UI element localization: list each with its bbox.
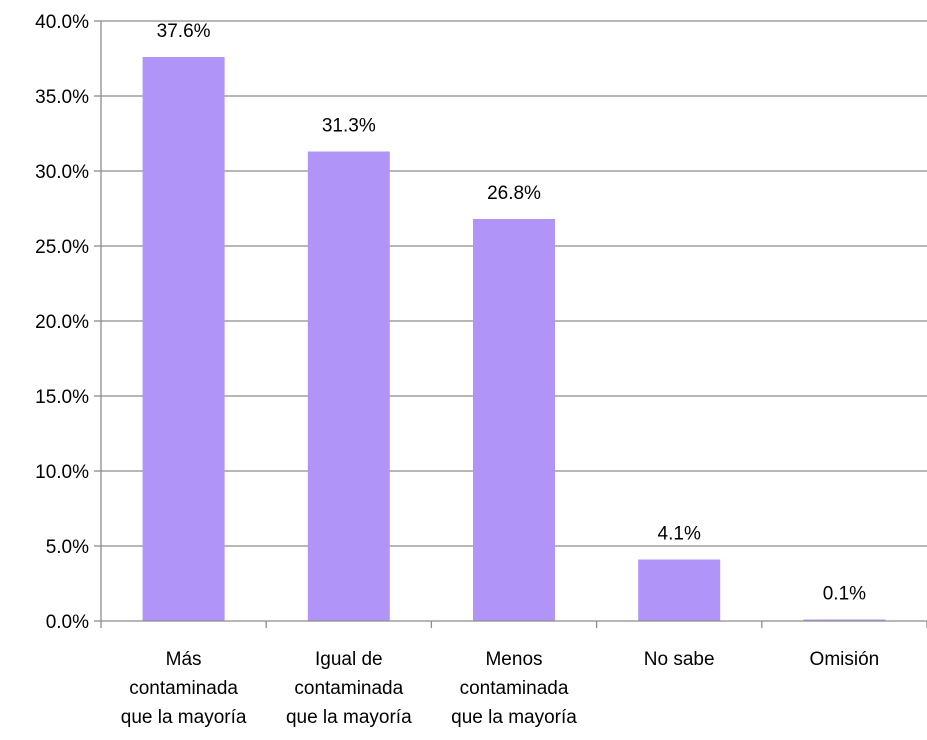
y-tick-label: 15.0% xyxy=(35,387,89,408)
data-label: 37.6% xyxy=(157,21,211,42)
y-tick-label: 25.0% xyxy=(35,237,89,258)
bar xyxy=(803,619,886,621)
bars xyxy=(142,57,886,621)
x-category-label-line: que la mayoría xyxy=(121,707,247,728)
bar xyxy=(638,559,721,621)
y-tick-label: 20.0% xyxy=(35,312,89,333)
x-category-label-line: Igual de xyxy=(315,649,383,670)
x-category-label-line: No sabe xyxy=(644,649,715,670)
x-category-label-line: contaminada xyxy=(294,678,403,699)
labels: 0.0% 5.0% 10.0% 15.0% 20.0% 25.0% 30.0% 35.0% 40… xyxy=(35,12,879,728)
y-tick-label: 35.0% xyxy=(35,87,89,108)
y-tick-label: 5.0% xyxy=(46,537,89,558)
y-tick-label: 40.0% xyxy=(35,12,89,33)
data-label: 0.1% xyxy=(823,584,866,605)
x-category-label: Menos contaminada que la mayoría xyxy=(451,649,577,728)
x-category-label: Omisión xyxy=(810,649,880,670)
axes xyxy=(94,20,927,628)
x-category-label-line: Más xyxy=(166,649,202,670)
x-category-label-line: contaminada xyxy=(460,678,569,699)
x-category-label-line: que la mayoría xyxy=(286,707,412,728)
x-category-label-line: contaminada xyxy=(129,678,238,699)
x-category-label-line: Omisión xyxy=(810,649,880,670)
x-category-label: Igual de contaminada que la mayoría xyxy=(286,649,412,728)
x-category-label-line: que la mayoría xyxy=(451,707,577,728)
x-category-label: No sabe xyxy=(644,649,715,670)
y-tick-label: 30.0% xyxy=(35,162,89,183)
bar xyxy=(473,219,555,621)
y-tick-label: 10.0% xyxy=(35,462,89,483)
data-label: 31.3% xyxy=(322,116,376,137)
data-label: 4.1% xyxy=(658,524,701,545)
x-category-label-line: Menos xyxy=(485,649,542,670)
bar xyxy=(307,151,390,621)
bar xyxy=(142,57,225,621)
y-tick-label: 0.0% xyxy=(46,612,89,633)
data-label: 26.8% xyxy=(487,183,541,204)
x-category-label: Más contaminada que la mayoría xyxy=(121,649,247,728)
